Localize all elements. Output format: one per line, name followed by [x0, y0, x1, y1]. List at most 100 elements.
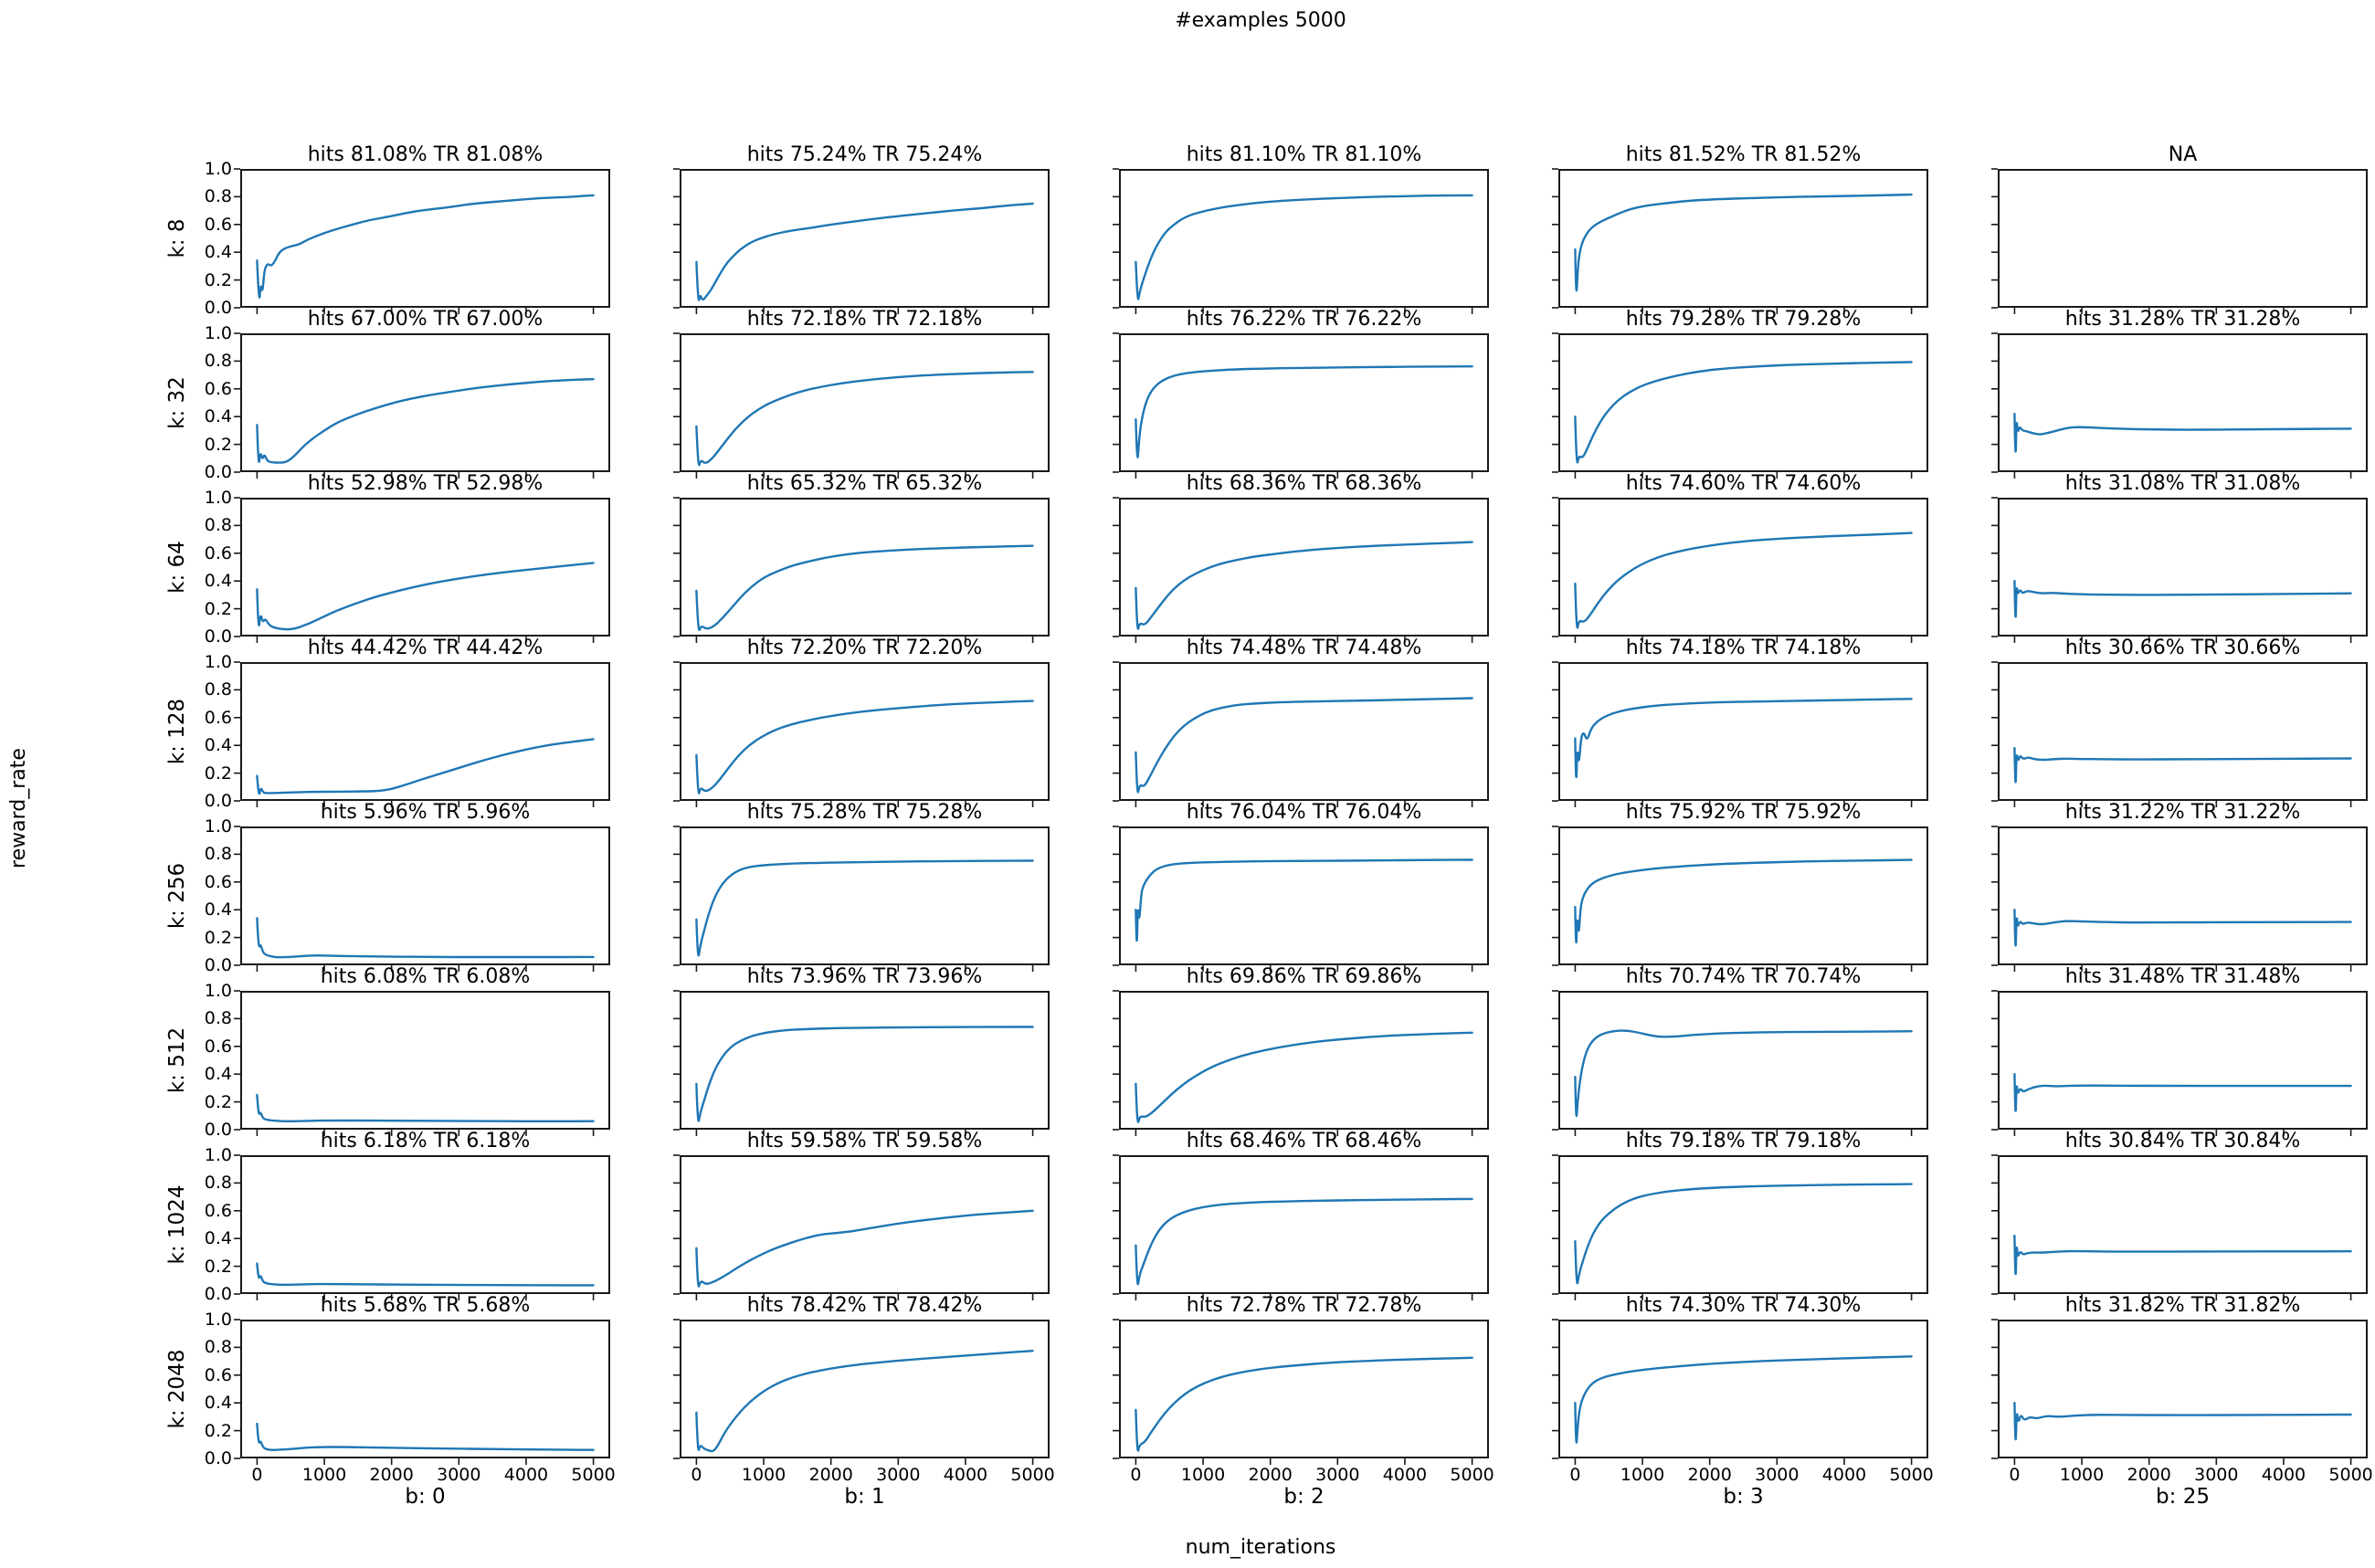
reward-curve: [2013, 747, 2352, 784]
plot-spines: [680, 826, 1050, 965]
reward-curve: [256, 562, 595, 631]
reward-curve: [256, 738, 595, 795]
y-tick-label: 0.4: [204, 1228, 232, 1249]
subplot-k128-b0: hits 44.42% TR 44.42% 0.0 0.2 0.4 0.6 0.8 1.0 k…: [165, 637, 610, 811]
reward-curve: [256, 1262, 595, 1287]
axes: [673, 332, 1050, 479]
subplot-title: hits 67.00% TR 67.00%: [307, 308, 544, 331]
y-tick-label: 0.6: [204, 1036, 232, 1057]
plot-spines: [240, 991, 610, 1130]
plot-spines: [240, 498, 610, 637]
subplot-title: hits 44.42% TR 44.42%: [307, 637, 544, 659]
plot-spines: [1119, 169, 1489, 308]
reward-curve: [256, 378, 595, 464]
row-label-k: k: 8: [165, 218, 189, 258]
subplot-title: hits 31.82% TR 31.82%: [2064, 1294, 2301, 1317]
subplot-title: hits 78.42% TR 78.42%: [746, 1294, 983, 1317]
plot-spines: [680, 498, 1050, 637]
reward-curve: [2013, 1073, 2352, 1112]
plot-spines: [1119, 826, 1489, 965]
y-tick-label: 0.0: [204, 1448, 232, 1468]
subplot-k8-b3: hits 81.52% TR 81.52%: [1552, 143, 1928, 314]
plot-spines: [680, 991, 1050, 1130]
x-tick-label: 5000: [1010, 1465, 1055, 1485]
axes: [1991, 826, 2368, 972]
y-tick-label: 0.4: [204, 571, 232, 592]
y-tick-label: 0.6: [204, 378, 232, 399]
y-tick-label: 0.2: [204, 763, 232, 784]
subplot-title: hits 75.28% TR 75.28%: [746, 801, 983, 824]
subplot-title: hits 31.48% TR 31.48%: [2064, 965, 2301, 988]
plot-spines: [1558, 169, 1928, 308]
subplot-k512-b25: hits 31.48% TR 31.48%: [1991, 965, 2368, 1136]
subplot-k512-b1: hits 73.96% TR 73.96%: [673, 965, 1050, 1136]
plot-spines: [1558, 333, 1928, 472]
subplot-title: hits 76.22% TR 76.22%: [1186, 308, 1422, 331]
plot-spines: [1558, 1320, 1928, 1458]
y-tick-label: 0.4: [204, 900, 232, 921]
subplot-k256-b3: hits 75.92% TR 75.92%: [1552, 801, 1928, 972]
subplot-k128-b3: hits 74.18% TR 74.18%: [1552, 637, 1928, 807]
y-tick-label: 0.8: [204, 679, 232, 700]
subplot-title: hits 72.18% TR 72.18%: [746, 308, 983, 331]
axes: [1113, 1154, 1489, 1300]
reward-curve: [2013, 1235, 2352, 1276]
axes: [1113, 497, 1489, 643]
subplot-title: hits 59.58% TR 59.58%: [746, 1130, 983, 1152]
subplot-title: hits 74.48% TR 74.48%: [1186, 637, 1422, 659]
plot-spines: [680, 1155, 1050, 1294]
reward-curve: [1135, 1031, 1473, 1123]
reward-curve: [1574, 361, 1913, 464]
axes: [1113, 1319, 1489, 1465]
reward-curve: [1135, 858, 1473, 942]
subplot-title: hits 81.08% TR 81.08%: [307, 143, 544, 166]
subplot-k32-b25: hits 31.28% TR 31.28%: [1991, 308, 2368, 479]
row-label-k: k: 1024: [165, 1184, 189, 1265]
subplot-title: hits 6.08% TR 6.08%: [320, 965, 531, 988]
subplot-title: hits 68.46% TR 68.46%: [1186, 1130, 1422, 1152]
subplot-k256-b1: hits 75.28% TR 75.28%: [673, 801, 1050, 972]
subplot-title: hits 31.08% TR 31.08%: [2064, 472, 2301, 495]
plot-spines: [1558, 991, 1928, 1130]
axes: [1113, 826, 1489, 972]
subplot-k1024-b25: hits 30.84% TR 30.84%: [1991, 1130, 2368, 1300]
x-tick-label: 3000: [876, 1465, 921, 1485]
x-tick-label: 1000: [301, 1465, 347, 1485]
subplot-title: hits 73.96% TR 73.96%: [746, 965, 983, 988]
subplot-title: hits 81.52% TR 81.52%: [1625, 143, 1862, 166]
plot-spines: [1998, 826, 2368, 965]
plot-spines: [1119, 662, 1489, 801]
axes: [673, 1154, 1050, 1300]
subplot-title: hits 68.36% TR 68.36%: [1186, 472, 1422, 495]
axes: [1991, 661, 2368, 807]
y-tick-label: 0.6: [204, 542, 232, 563]
reward-curve: [1135, 194, 1473, 300]
plot-spines: [1998, 1155, 2368, 1294]
plot-spines: [1558, 498, 1928, 637]
subplot-title: hits 76.04% TR 76.04%: [1186, 801, 1422, 824]
subplot-k32-b2: hits 76.22% TR 76.22%: [1113, 308, 1489, 479]
subplot-k1024-b2: hits 68.46% TR 68.46%: [1113, 1130, 1489, 1300]
y-tick-label: 0.0: [204, 626, 232, 647]
x-tick-label: 1000: [1620, 1465, 1665, 1485]
x-tick-label: 5000: [2328, 1465, 2373, 1485]
plot-spines: [680, 169, 1050, 308]
reward-curve: [1574, 1183, 1913, 1285]
y-tick-label: 0.8: [204, 186, 232, 207]
reward-curve: [2013, 413, 2352, 453]
axes: [1991, 990, 2368, 1136]
y-tick-label: 0.4: [204, 1064, 232, 1085]
axes: [1552, 168, 1928, 314]
x-tick-label: 3000: [2194, 1465, 2239, 1485]
plot-spines: [1998, 169, 2368, 308]
y-tick-label: 0.0: [204, 462, 232, 482]
y-tick-label: 0.0: [204, 298, 232, 318]
y-tick-label: 0.4: [204, 1393, 232, 1414]
plot-spines: [1119, 333, 1489, 472]
x-tick-label: 5000: [1889, 1465, 1934, 1485]
subplot-k512-b3: hits 70.74% TR 70.74%: [1552, 965, 1928, 1136]
reward-curve: [256, 194, 595, 299]
subplot-title: hits 79.28% TR 79.28%: [1625, 308, 1862, 331]
x-tick-label: 5000: [1450, 1465, 1494, 1485]
